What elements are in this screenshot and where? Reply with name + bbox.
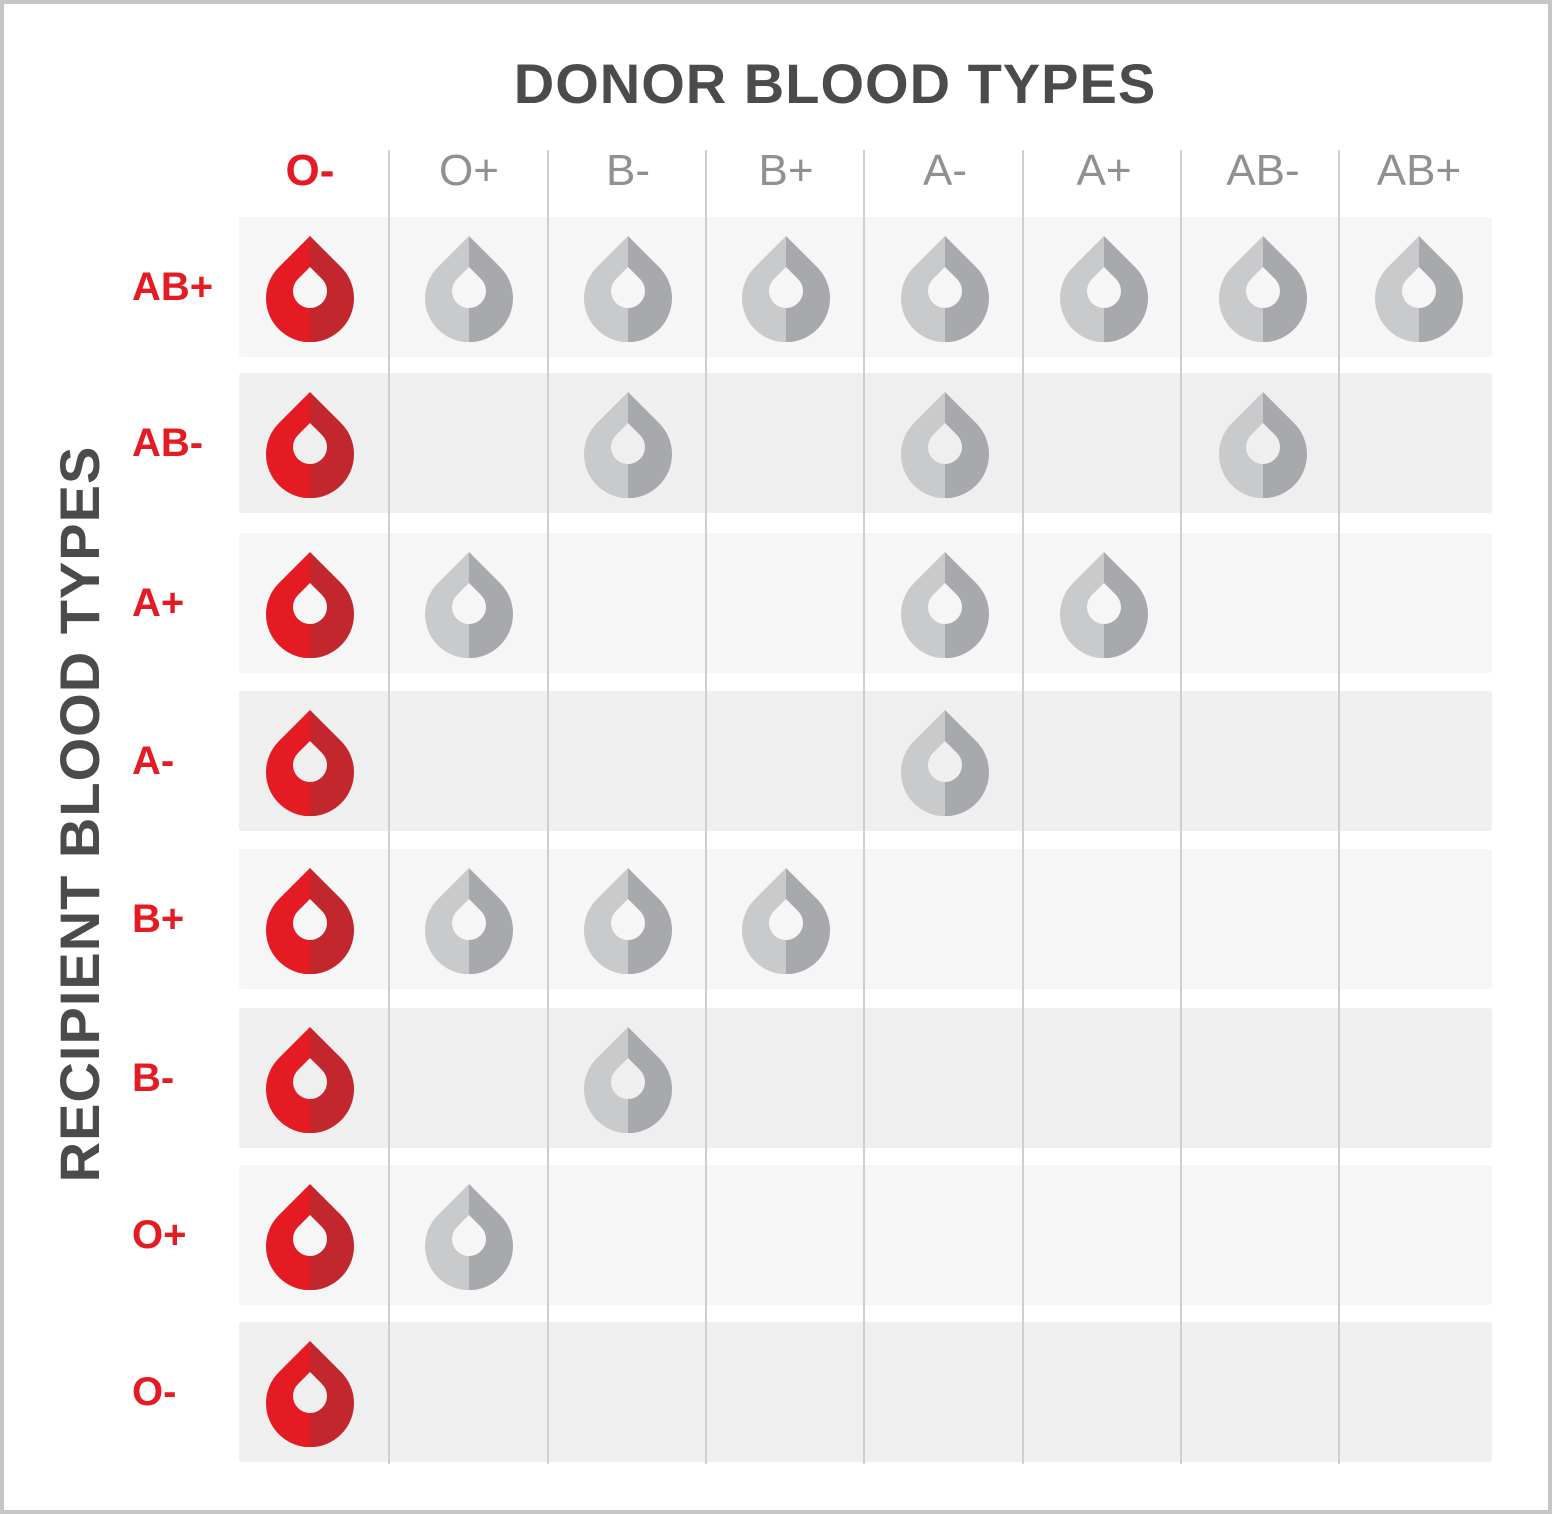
donor-label: AB- [1226,146,1300,195]
blood-drop-icon [425,552,513,658]
blood-drop-icon [1219,236,1307,342]
recipient-label: AB+ [132,265,214,309]
blood-drop-icon [1060,552,1148,658]
recipient-label: A+ [132,581,185,625]
blood-drop-icon [266,868,354,974]
recipient-label: O- [132,1370,177,1414]
blood-drop-icon [266,1341,354,1447]
recipient-label: A- [132,739,175,783]
column-divider [1180,150,1182,1464]
recipient-label: B- [132,1056,175,1100]
donor-label: A+ [1076,146,1132,195]
recipient-row [239,691,1492,831]
compatible-donor-drop [742,866,830,974]
compatible-donor-drop [1060,234,1148,342]
blood-drop-icon [1375,236,1463,342]
compatible-donor-drop [584,1025,672,1133]
compatible-donor-drop [425,234,513,342]
compatible-donor-drop [901,390,989,498]
universal-donor-drop [266,1025,354,1133]
compatible-donor-drop [1060,550,1148,658]
compatible-donor-drop [425,866,513,974]
recipient-label: AB- [132,421,204,465]
compatible-donor-drop [742,234,830,342]
column-divider [547,150,549,1464]
compatible-donor-drop [425,1182,513,1290]
compatible-donor-drop [584,234,672,342]
blood-drop-icon [266,236,354,342]
column-divider [388,150,390,1464]
blood-drop-icon [584,236,672,342]
donor-label: A- [923,146,967,195]
blood-drop-icon [584,868,672,974]
column-divider [1022,150,1024,1464]
donor-label: O- [285,146,335,195]
blood-drop-icon [266,552,354,658]
compatible-donor-drop [1375,234,1463,342]
blood-drop-icon [901,552,989,658]
blood-drop-icon [584,392,672,498]
blood-drop-icon [742,868,830,974]
blood-drop-icon [266,392,354,498]
universal-donor-drop [266,234,354,342]
donor-label: O+ [439,146,499,195]
blood-drop-icon [425,236,513,342]
recipient-label: O+ [132,1213,187,1257]
universal-donor-drop [266,866,354,974]
column-divider [863,150,865,1464]
universal-donor-drop [266,708,354,816]
blood-drop-icon [425,1184,513,1290]
column-divider [1338,150,1340,1464]
blood-drop-icon [901,392,989,498]
recipient-label: B+ [132,897,185,941]
column-divider [705,150,707,1464]
recipient-axis-title: RECIPIENT BLOOD TYPES [48,445,111,1183]
blood-drop-icon [584,1027,672,1133]
compatible-donor-drop [584,390,672,498]
compatible-donor-drop [425,550,513,658]
blood-drop-icon [266,1027,354,1133]
blood-drop-icon [266,1184,354,1290]
recipient-row [239,1008,1492,1148]
donor-label: B+ [758,146,814,195]
blood-drop-icon [901,710,989,816]
compatible-donor-drop [1219,390,1307,498]
universal-donor-drop [266,550,354,658]
universal-donor-drop [266,1182,354,1290]
blood-drop-icon [266,710,354,816]
universal-donor-drop [266,390,354,498]
blood-drop-icon [1060,236,1148,342]
blood-drop-icon [1219,392,1307,498]
recipient-row [239,1322,1492,1462]
compatible-donor-drop [901,708,989,816]
compatible-donor-drop [901,550,989,658]
compatible-donor-drop [1219,234,1307,342]
universal-donor-drop [266,1339,354,1447]
compatible-donor-drop [584,866,672,974]
compatible-donor-drop [901,234,989,342]
blood-drop-icon [901,236,989,342]
donor-label: B- [606,146,650,195]
donor-axis-title: DONOR BLOOD TYPES [513,52,1157,115]
blood-drop-icon [742,236,830,342]
blood-drop-icon [425,868,513,974]
donor-label: AB+ [1376,146,1462,195]
